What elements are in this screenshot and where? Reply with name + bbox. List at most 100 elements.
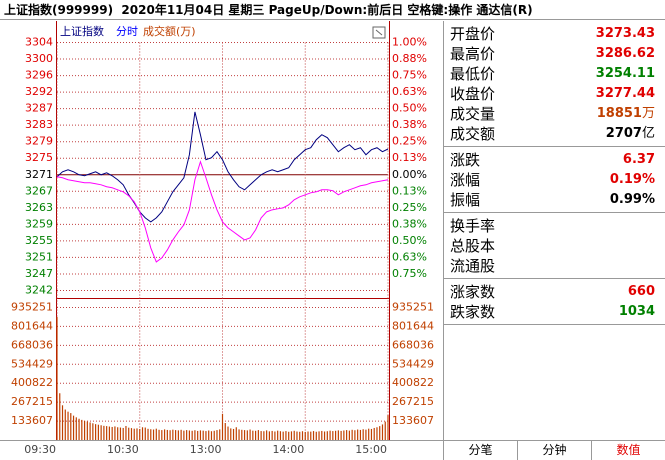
quote-value: 660 (627, 284, 655, 299)
y2-tick-label: 0.75% (392, 267, 427, 280)
y2-tick-label: 0.38% (392, 217, 427, 230)
quote-value: 3273.43 (595, 26, 655, 41)
legend-volume: 成交额(万) (143, 24, 196, 38)
tab[interactable]: 分钟 (517, 441, 591, 460)
quote-value: 1034 (618, 304, 655, 319)
y-tick-label: 3251 (25, 250, 53, 263)
quote-value-box: 3254.11 (596, 64, 655, 84)
quote-label: 收盘价 (450, 85, 496, 103)
y-tick-label: 3304 (25, 36, 53, 49)
quote-unit: 万 (641, 106, 655, 121)
y-tick-label: 3271 (25, 168, 53, 181)
quote-label: 换手率 (450, 217, 496, 235)
quote-group: 涨家数 660 跌家数 1034 (444, 279, 665, 325)
quote-unit: 亿 (641, 126, 655, 141)
quote-row: 最高价 3286.62 (444, 44, 665, 64)
volume-tick-label: 400822 (11, 376, 53, 389)
quote-row: 涨家数 660 (444, 282, 665, 302)
quote-value-box: 660 (628, 282, 655, 302)
y-tick-label: 3275 (25, 151, 53, 164)
volume-tick-label-right: 935251 (392, 301, 434, 314)
quote-row: 涨跌 6.37 (444, 150, 665, 170)
quote-value: 0.99% (609, 192, 655, 207)
volume-tick-label-right: 267215 (392, 395, 434, 408)
y-tick-label: 3247 (25, 267, 53, 280)
y2-tick-label: 0.25% (392, 201, 427, 214)
volume-tick-label: 668036 (11, 338, 53, 351)
quote-value-box: 18851万 (597, 104, 655, 124)
y2-tick-label: 0.50% (392, 102, 427, 115)
quote-row: 成交额 2707亿 (444, 124, 665, 144)
legend-mode: 分时 (116, 25, 138, 38)
quote-value-box: 3286.62 (596, 44, 655, 64)
quote-row: 成交量 18851万 (444, 104, 665, 124)
quote-value-box: 1034 (619, 302, 655, 322)
volume-tick-label-right: 400822 (392, 376, 434, 389)
volume-tick-label: 267215 (11, 395, 53, 408)
chart: 上证指数 分时 成交额(万) 3304 3300 3296 3292 3287 3283 3279… (0, 21, 443, 456)
tab[interactable]: 分笔 (443, 441, 517, 460)
volume-tick-label: 534429 (11, 357, 53, 370)
quote-row: 换手率 (444, 216, 665, 236)
quote-group: 开盘价 3273.43 最高价 3286.62 最低价 3254.11 收盘价 3277.44… (444, 21, 665, 147)
quote-label: 涨跌 (450, 151, 481, 169)
quote-value-box: 3277.44 (596, 84, 655, 104)
y-tick-label: 3242 (25, 284, 53, 297)
quote-value-box: 0.19% (610, 170, 655, 190)
quote-row: 振幅 0.99% (444, 190, 665, 210)
x-tick-label: 14:00 (273, 443, 305, 456)
y-tick-label: 3263 (25, 201, 53, 214)
quote-value-box: 6.37 (623, 150, 655, 170)
x-tick-label: 15:00 (355, 443, 387, 456)
tab[interactable]: 数值 (591, 441, 665, 460)
quote-value-box: 3273.43 (596, 24, 655, 44)
y-tick-label: 3267 (25, 184, 53, 197)
quote-row: 开盘价 3273.43 (444, 24, 665, 44)
quote-group: 换手率 总股本 流通股 (444, 213, 665, 279)
quote-row: 流通股 (444, 256, 665, 276)
quote-row: 涨幅 0.19% (444, 170, 665, 190)
quote-value: 6.37 (622, 152, 655, 167)
y-tick-label: 3287 (25, 102, 53, 115)
quote-label: 流通股 (450, 257, 496, 275)
volume-tick-label: 133607 (11, 414, 53, 427)
x-tick-label: 13:00 (190, 443, 222, 456)
y-tick-label: 3259 (25, 217, 53, 230)
quote-label: 最高价 (450, 45, 496, 63)
quote-row: 最低价 3254.11 (444, 64, 665, 84)
quote-group: 涨跌 6.37 涨幅 0.19% 振幅 0.99% (444, 147, 665, 213)
quote-panel: 开盘价 3273.43 最高价 3286.62 最低价 3254.11 收盘价 3277.44… (443, 21, 665, 440)
price-line (56, 111, 389, 223)
quote-value: 3286.62 (595, 46, 655, 61)
volume-tick-label: 801644 (11, 319, 53, 332)
y2-tick-label: 0.63% (392, 250, 427, 263)
y-tick-label: 3296 (25, 69, 53, 82)
quote-label: 涨幅 (450, 171, 481, 189)
window-title: 上证指数(999999) 2020年11月04日 星期三 PageUp/Down… (0, 0, 665, 20)
zoom-icon-mark (375, 29, 383, 36)
y-tick-label: 3283 (25, 118, 53, 131)
quote-value: 2707 (605, 126, 642, 141)
quote-row: 跌家数 1034 (444, 302, 665, 322)
quote-label: 涨家数 (450, 283, 496, 301)
zoom-icon[interactable] (372, 26, 386, 39)
y-tick-label: 3292 (25, 85, 53, 98)
volume-tick-label-right: 534429 (392, 357, 434, 370)
quote-value-box: 0.99% (610, 190, 655, 210)
y2-tick-label: 0.88% (392, 52, 427, 65)
tab-bar: 分笔 分钟 数值 (443, 440, 665, 460)
quote-row: 总股本 (444, 236, 665, 256)
y2-tick-label: 0.13% (392, 151, 427, 164)
quote-label: 最低价 (450, 65, 496, 83)
y2-tick-label: 0.25% (392, 135, 427, 148)
y2-tick-label: 0.00% (392, 168, 427, 181)
y2-tick-label: 1.00% (392, 36, 427, 49)
quote-value: 18851 (596, 106, 642, 121)
quote-label: 成交额 (450, 125, 496, 143)
y2-tick-label: 0.63% (392, 85, 427, 98)
quote-value: 3277.44 (595, 86, 655, 101)
quote-label: 跌家数 (450, 303, 496, 321)
volume-tick-label-right: 668036 (392, 338, 434, 351)
y2-tick-label: 0.50% (392, 234, 427, 247)
